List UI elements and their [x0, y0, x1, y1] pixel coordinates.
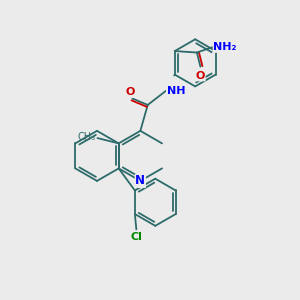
Text: N: N	[135, 174, 145, 188]
Text: O: O	[125, 87, 135, 97]
Text: O: O	[196, 71, 205, 81]
Text: NH₂: NH₂	[213, 42, 237, 52]
Text: Cl: Cl	[130, 232, 142, 242]
Text: NH: NH	[167, 86, 185, 96]
Text: CH₃: CH₃	[78, 132, 96, 142]
